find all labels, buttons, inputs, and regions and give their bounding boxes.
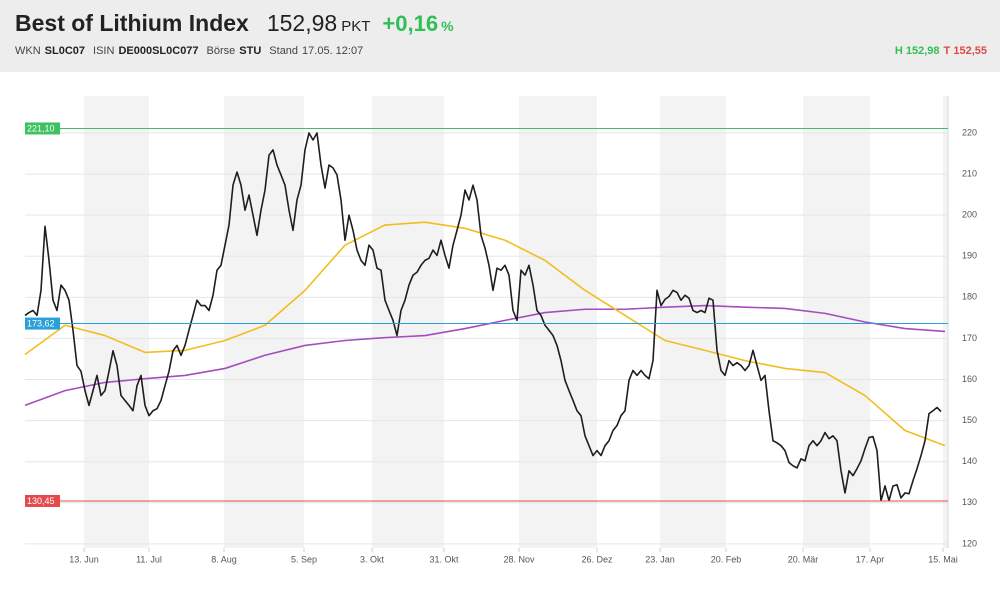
month-band: [224, 96, 304, 548]
low: T 152,55: [944, 45, 987, 57]
y-tick-label: 120: [962, 538, 977, 548]
month-band: [372, 96, 444, 548]
y-tick-label: 200: [962, 210, 977, 220]
chart: 120 130 140 150 160 170 180 190 200 210 220 13. Jun…: [24, 96, 977, 564]
low-value: 152,55: [953, 45, 987, 57]
high-label: H: [894, 45, 903, 57]
field-label: ISIN: [93, 45, 115, 57]
header: Best of Lithium Index 152,98 PKT +0,16% WKN…: [0, 0, 1000, 72]
x-tick-label: 8. Aug: [211, 554, 237, 564]
x-tick-label: 3. Okt: [360, 554, 385, 564]
change-unit: %: [441, 18, 454, 34]
x-tick-label: 17. Apr: [856, 554, 885, 564]
field-value: DE000SL0C077: [118, 45, 199, 57]
title: Best of Lithium Index: [15, 10, 249, 36]
month-band: [84, 96, 149, 548]
level-badge: [25, 494, 60, 507]
price-line: [24, 304, 946, 407]
x-tick-label: 13. Jun: [69, 554, 99, 564]
y-tick-label: 140: [962, 456, 977, 466]
y-tick-label: 150: [962, 415, 977, 425]
high: H 152,98: [895, 45, 940, 57]
month-band: [519, 96, 597, 548]
x-tick-label: 11. Jul: [136, 554, 162, 564]
field-value: SL0C07: [44, 45, 86, 57]
high-value: 152,98: [905, 45, 940, 57]
x-tick-label: 31. Okt: [429, 554, 459, 564]
change: +0,16: [382, 11, 439, 36]
y-tick-label: 130: [962, 497, 977, 507]
y-tick-label: 190: [962, 251, 977, 261]
field-label: Stand: [269, 45, 299, 57]
y-tick-label: 180: [962, 292, 977, 302]
month-band: [943, 96, 948, 548]
price-unit: PKT: [341, 18, 371, 35]
level-label: 173,62: [27, 318, 55, 328]
y-tick-label: 170: [962, 333, 977, 343]
x-tick-label: 26. Dez: [581, 554, 613, 564]
price-line: [24, 132, 942, 502]
x-tick-label: 20. Mär: [788, 554, 819, 564]
level-label: 221,10: [27, 123, 55, 133]
field-value: 17.05. 12:07: [302, 45, 364, 57]
month-band: [660, 96, 726, 548]
high-low: H 152,98 T 152,55: [895, 45, 987, 57]
month-band: [803, 96, 870, 548]
x-tick-label: 28. Nov: [503, 554, 535, 564]
y-tick-label: 160: [962, 374, 977, 384]
price: 152,98: [266, 10, 338, 36]
x-tick-label: 23. Jan: [645, 554, 675, 564]
x-tick-label: 15. Mai: [928, 554, 958, 564]
field-label: Börse: [206, 45, 236, 57]
level-label: 130,45: [27, 496, 55, 506]
x-tick-label: 20. Feb: [711, 554, 742, 564]
y-tick-label: 210: [962, 168, 977, 178]
level-badge: [25, 122, 60, 135]
meta-row: WKN SL0C07 ISIN DE000SL0C077 Börse STU Stand 17…: [15, 45, 363, 57]
field-label: WKN: [15, 45, 41, 57]
x-tick-label: 5. Sep: [291, 554, 317, 564]
level-badge: [25, 317, 60, 330]
title-row: Best of Lithium Index 152,98 PKT +0,16%: [15, 10, 454, 37]
field-value: STU: [239, 45, 262, 57]
y-tick-label: 220: [962, 127, 977, 137]
low-label: T: [943, 45, 951, 57]
